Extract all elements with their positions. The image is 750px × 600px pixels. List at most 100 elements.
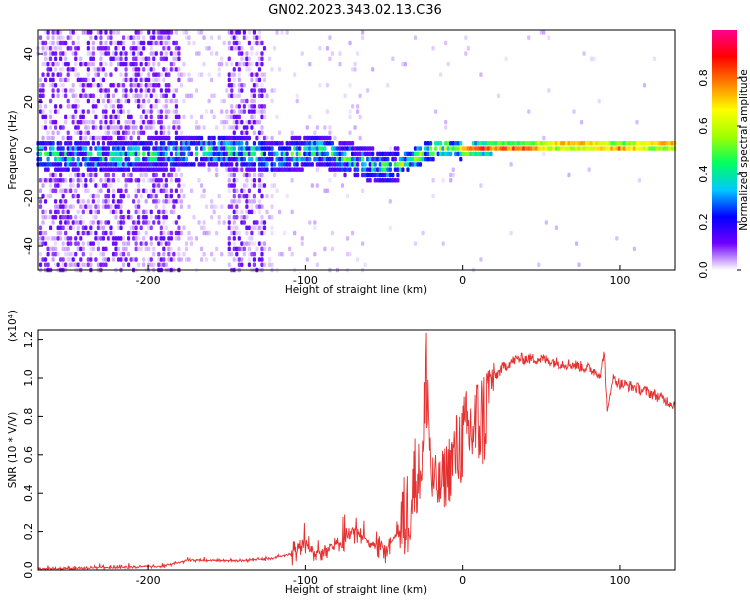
spectrogram-cell [350, 162, 355, 167]
colorbar-gradient [712, 30, 737, 270]
spectrogram-cell [260, 61, 264, 67]
spectrogram-cell [459, 151, 463, 157]
spectrogram-cell [124, 119, 128, 125]
spectrogram-cell [247, 135, 251, 141]
spectrogram-cell [124, 246, 128, 252]
spectrogram-cell [632, 146, 637, 151]
spectrogram-cell [46, 135, 50, 141]
spectrogram-cell [38, 77, 43, 83]
spectrogram-cell [66, 225, 70, 231]
spectrogram-cell [340, 162, 345, 167]
spectrogram-cell [169, 209, 173, 215]
spectrogram-cell [338, 141, 342, 146]
spectrogram-cell [293, 230, 297, 236]
spectrogram-cell [137, 156, 141, 162]
spectrogram-cell [257, 104, 262, 109]
spectrogram-cell [124, 156, 128, 162]
spectrogram-cell [247, 67, 251, 72]
y-tick-label: 0.2 [22, 523, 35, 541]
spectrogram-cell [449, 146, 453, 151]
spectrogram-cell [154, 183, 158, 188]
spectrogram-cell [260, 251, 264, 257]
spectrogram-cell [71, 162, 75, 167]
spectrogram-cell [220, 251, 224, 257]
spectrogram-cell [199, 257, 204, 262]
spectrogram-cell [109, 98, 113, 104]
spectrogram-cell [225, 167, 229, 172]
spectrogram-cell [116, 156, 121, 162]
spectrogram-cell [272, 167, 277, 172]
spectrogram-cell [41, 45, 45, 51]
spectrogram-cell [89, 135, 93, 141]
spectrogram-cell [101, 109, 106, 114]
spectrogram-cell [401, 162, 405, 167]
spectrogram-cell [348, 156, 352, 162]
spectrogram-cell [670, 146, 674, 151]
spectrogram-x-label: Height of straight line (km) [285, 284, 427, 296]
spectrogram-cell [167, 109, 171, 114]
spectrogram-cell [343, 172, 347, 178]
spectrogram-cell [106, 130, 111, 135]
spectrogram-cell [506, 146, 511, 151]
spectrogram-cell [99, 177, 103, 183]
spectrogram-cell [96, 262, 100, 267]
spectrogram-cell [124, 177, 128, 183]
spectrogram-cell [106, 51, 111, 56]
spectrogram-cell [157, 135, 161, 141]
spectrogram-cell [230, 82, 234, 88]
spectrogram-cell [162, 262, 166, 267]
spectrogram-cell [46, 130, 50, 135]
spectrogram-cell [456, 146, 460, 151]
spectrogram-cell [333, 151, 337, 157]
spectrogram-cell [56, 204, 60, 209]
spectrogram-cell [323, 151, 327, 157]
spectrogram-cell [255, 119, 259, 125]
spectrogram-cell [295, 162, 299, 167]
spectrogram-cell [245, 56, 249, 62]
spectrogram-cell [431, 156, 435, 162]
spectrogram-cell [250, 156, 254, 162]
spectrogram-cell [655, 141, 659, 146]
spectrogram-cell [222, 141, 226, 146]
spectrogram-cell [84, 135, 88, 141]
spectrogram-cell [162, 236, 166, 241]
spectrogram-cell [59, 183, 63, 188]
spectrogram-cell [345, 167, 350, 172]
spectrogram-cell [207, 135, 211, 141]
spectrogram-cell [381, 151, 385, 157]
spectrogram-cell [66, 135, 70, 141]
spectrogram-cell [66, 246, 70, 252]
spectrogram-cell [99, 67, 103, 72]
spectrogram-cell [202, 35, 206, 40]
spectrogram-cell [157, 98, 161, 104]
spectrogram-cell [64, 88, 68, 93]
spectrogram-cell [142, 141, 146, 146]
spectrogram-cell [81, 82, 85, 88]
spectrogram-cell [207, 141, 211, 146]
spectrogram-cell [152, 72, 156, 77]
spectrogram-cell [199, 193, 204, 199]
spectrogram-cell [56, 109, 60, 114]
spectrogram-cell [257, 156, 262, 162]
spectrogram-cell [174, 40, 179, 46]
colorbar: 0.00.20.40.60.8 Normalized spectral ampl… [697, 30, 750, 279]
spectrogram-cell [129, 125, 133, 130]
spectrogram-cell [69, 225, 73, 231]
spectrogram-cell [247, 241, 251, 246]
spectrogram-cell [272, 141, 277, 146]
spectrogram-cell [164, 135, 168, 141]
spectrogram-cell [501, 146, 506, 151]
spectrogram-cell [210, 35, 214, 40]
spectrogram-cell [56, 141, 60, 146]
spectrogram-cell [252, 162, 257, 167]
spectrogram-cell [59, 156, 63, 162]
spectrogram-cell [71, 104, 75, 109]
spectrogram-cell [96, 204, 100, 209]
spectrogram-cell [280, 251, 284, 257]
spectrogram-cell [250, 177, 254, 183]
spectrogram-cell [119, 257, 123, 262]
spectrogram-cell [187, 93, 191, 99]
spectrogram-cell [298, 167, 302, 172]
spectrogram-cell [119, 214, 123, 220]
spectrogram-cell [255, 204, 259, 209]
